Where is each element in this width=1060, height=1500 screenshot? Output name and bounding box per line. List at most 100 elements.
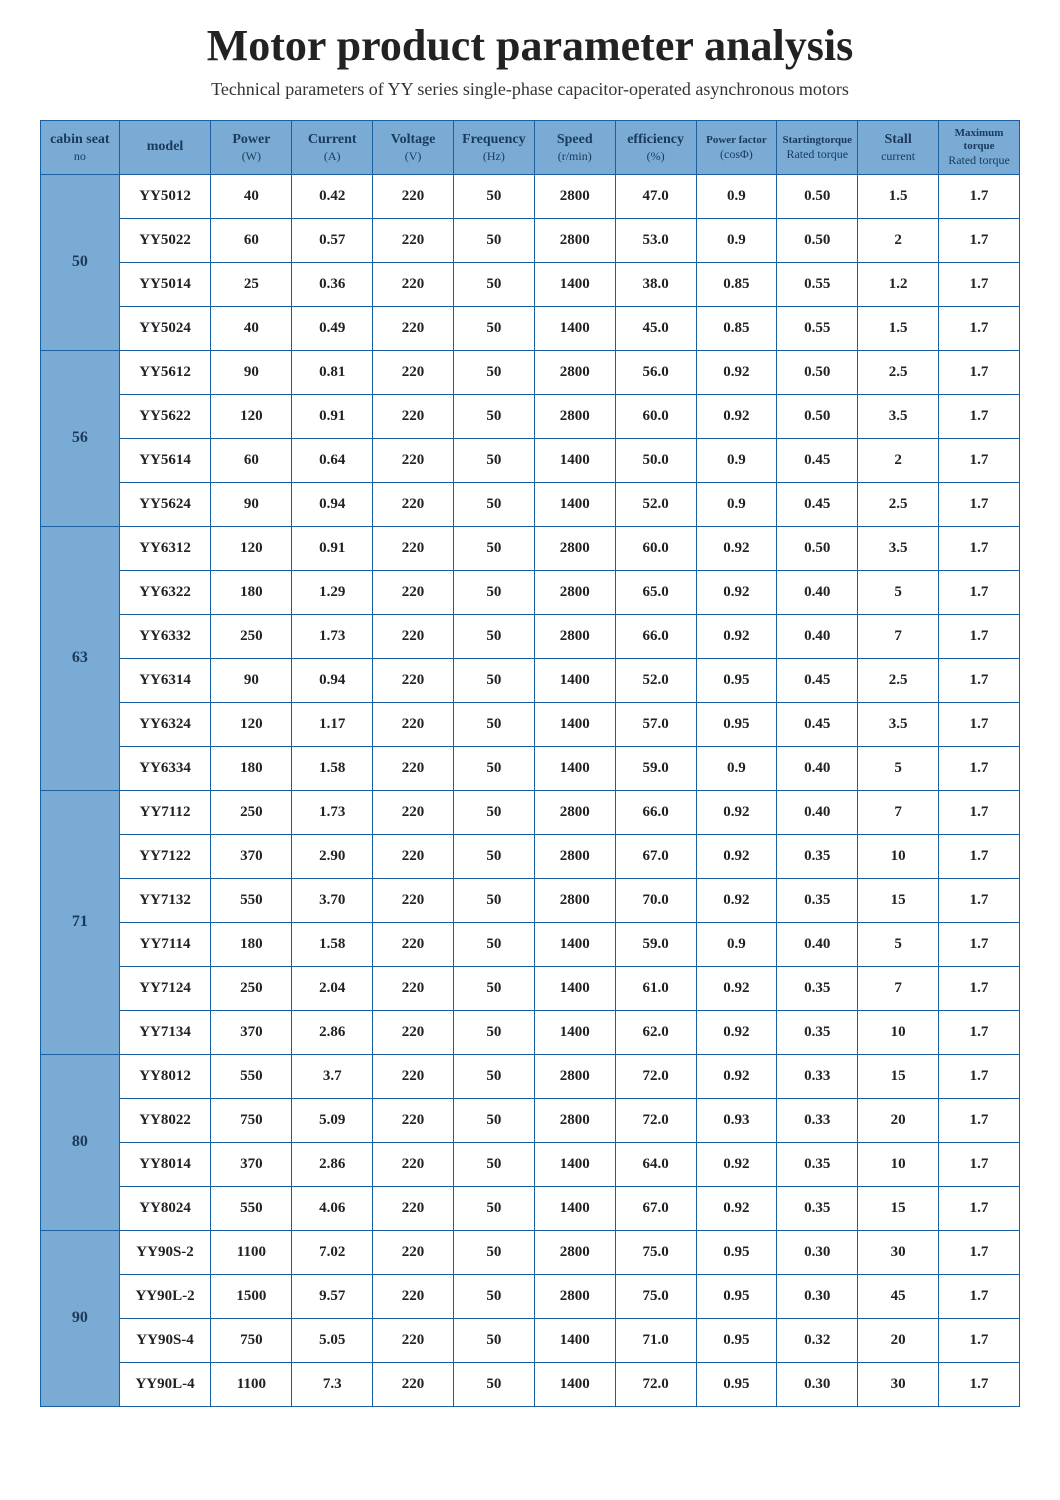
data-cell: 750 [211, 1098, 292, 1142]
data-cell: 1400 [534, 262, 615, 306]
data-cell: YY5622 [119, 394, 211, 438]
data-cell: 1400 [534, 658, 615, 702]
data-cell: 50 [453, 1010, 534, 1054]
data-cell: 1400 [534, 922, 615, 966]
data-cell: 2.5 [858, 350, 939, 394]
column-header-unit: Rated torque [779, 147, 855, 161]
column-header-label: model [147, 139, 184, 154]
data-cell: 370 [211, 1010, 292, 1054]
data-cell: 0.40 [777, 746, 858, 790]
data-cell: 220 [373, 966, 454, 1010]
data-cell: 72.0 [615, 1098, 696, 1142]
table-row: YY63241201.1722050140057.00.950.453.51.7 [41, 702, 1020, 746]
data-cell: 0.50 [777, 174, 858, 218]
data-cell: 67.0 [615, 834, 696, 878]
data-cell: 50 [453, 1142, 534, 1186]
table-row: YY63341801.5822050140059.00.90.4051.7 [41, 746, 1020, 790]
column-header-unit: (r/min) [537, 149, 613, 163]
data-cell: 550 [211, 1186, 292, 1230]
table-row: YY6314900.9422050140052.00.950.452.51.7 [41, 658, 1020, 702]
column-header-label: cabin seat [50, 132, 110, 147]
data-cell: 0.50 [777, 526, 858, 570]
data-cell: 2800 [534, 834, 615, 878]
data-cell: 5 [858, 746, 939, 790]
data-cell: 1.7 [939, 1318, 1020, 1362]
data-cell: 1.7 [939, 878, 1020, 922]
data-cell: 0.92 [696, 1054, 777, 1098]
data-cell: 220 [373, 350, 454, 394]
data-cell: YY5024 [119, 306, 211, 350]
data-cell: 220 [373, 394, 454, 438]
data-cell: YY7112 [119, 790, 211, 834]
data-cell: 0.50 [777, 394, 858, 438]
data-cell: 66.0 [615, 790, 696, 834]
data-cell: 0.92 [696, 834, 777, 878]
data-cell: 0.92 [696, 1010, 777, 1054]
column-header: Voltage(V) [373, 121, 454, 175]
data-cell: 7.02 [292, 1230, 373, 1274]
table-header-row: cabin seatnomodelPower(W)Current(A)Volta… [41, 121, 1020, 175]
data-cell: 1.7 [939, 1142, 1020, 1186]
data-cell: 2800 [534, 1098, 615, 1142]
data-cell: 71.0 [615, 1318, 696, 1362]
data-cell: 0.81 [292, 350, 373, 394]
table-row: YY63221801.2922050280065.00.920.4051.7 [41, 570, 1020, 614]
data-cell: 50 [453, 438, 534, 482]
data-cell: 1100 [211, 1230, 292, 1274]
data-cell: 1.5 [858, 174, 939, 218]
column-header-label: Startingtorque [783, 134, 852, 146]
column-header-label: Voltage [391, 132, 436, 147]
data-cell: 220 [373, 658, 454, 702]
data-cell: 50 [453, 658, 534, 702]
data-cell: YY6312 [119, 526, 211, 570]
data-cell: 1400 [534, 1142, 615, 1186]
data-cell: 50 [453, 834, 534, 878]
data-cell: 53.0 [615, 218, 696, 262]
data-cell: 0.35 [777, 878, 858, 922]
data-cell: 250 [211, 790, 292, 834]
column-header: Frequency(Hz) [453, 121, 534, 175]
data-cell: 60.0 [615, 526, 696, 570]
data-cell: 1500 [211, 1274, 292, 1318]
data-cell: 1.7 [939, 394, 1020, 438]
column-header-unit: (cosΦ) [699, 147, 775, 161]
data-cell: 2800 [534, 570, 615, 614]
data-cell: 120 [211, 394, 292, 438]
data-cell: 4.06 [292, 1186, 373, 1230]
column-header: Maximum torqueRated torque [939, 121, 1020, 175]
data-cell: 20 [858, 1318, 939, 1362]
data-cell: 750 [211, 1318, 292, 1362]
data-cell: 50 [453, 1274, 534, 1318]
table-row: 63YY63121200.9122050280060.00.920.503.51… [41, 526, 1020, 570]
data-cell: 1.73 [292, 790, 373, 834]
cabin-seat-cell: 63 [41, 526, 120, 790]
data-cell: 1.58 [292, 922, 373, 966]
data-cell: 64.0 [615, 1142, 696, 1186]
data-cell: 220 [373, 922, 454, 966]
column-header: Power factor(cosΦ) [696, 121, 777, 175]
data-cell: 0.42 [292, 174, 373, 218]
table-row: YY90L-411007.322050140072.00.950.30301.7 [41, 1362, 1020, 1406]
data-cell: 220 [373, 1142, 454, 1186]
data-cell: 75.0 [615, 1230, 696, 1274]
data-cell: 0.35 [777, 1186, 858, 1230]
cabin-seat-cell: 71 [41, 790, 120, 1054]
data-cell: 0.91 [292, 526, 373, 570]
data-cell: 5 [858, 570, 939, 614]
data-cell: 220 [373, 570, 454, 614]
data-cell: YY6324 [119, 702, 211, 746]
data-cell: 10 [858, 834, 939, 878]
column-header-label: Power factor [706, 134, 767, 146]
data-cell: 45.0 [615, 306, 696, 350]
data-cell: 0.91 [292, 394, 373, 438]
data-cell: YY90S-2 [119, 1230, 211, 1274]
data-cell: 1.5 [858, 306, 939, 350]
data-cell: YY5614 [119, 438, 211, 482]
data-cell: 50 [453, 702, 534, 746]
data-cell: YY6332 [119, 614, 211, 658]
data-cell: 1.7 [939, 526, 1020, 570]
data-cell: 1.7 [939, 1230, 1020, 1274]
data-cell: 0.36 [292, 262, 373, 306]
table-row: YY5624900.9422050140052.00.90.452.51.7 [41, 482, 1020, 526]
data-cell: 50 [453, 1098, 534, 1142]
